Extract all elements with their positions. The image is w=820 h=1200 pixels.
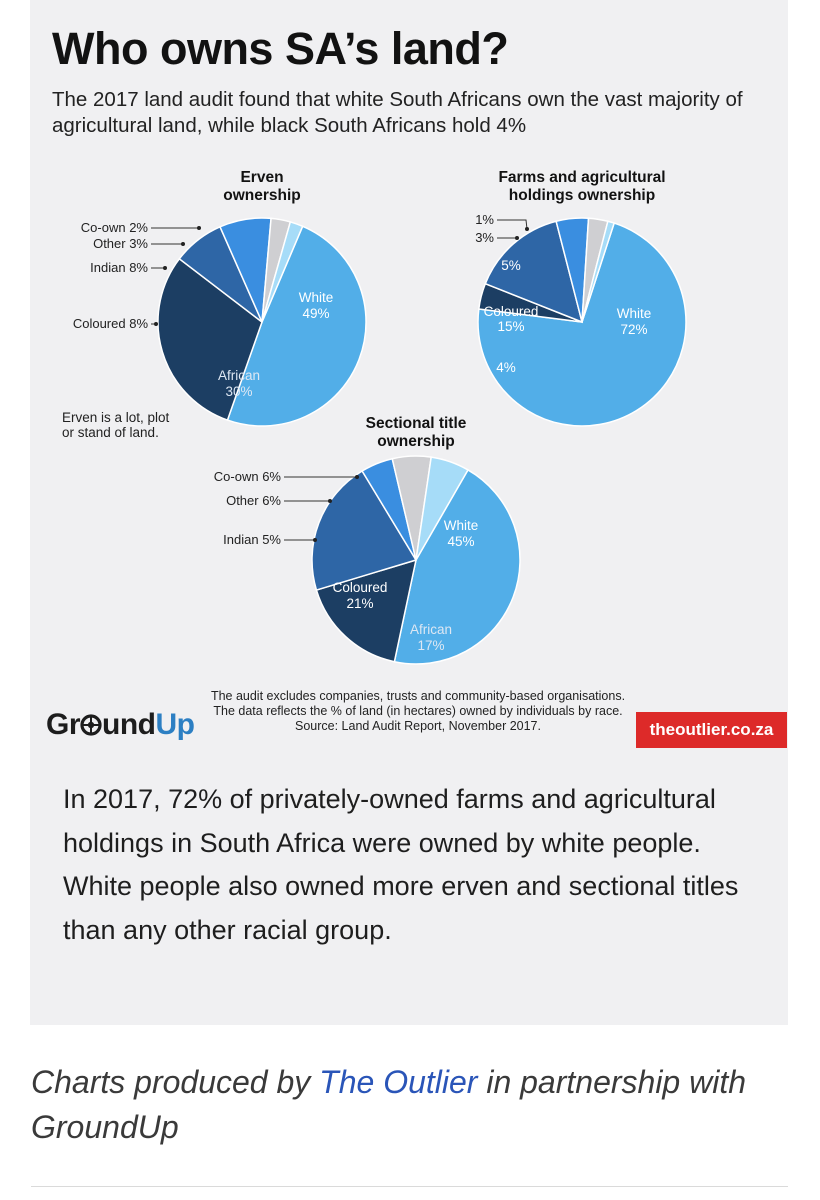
sectional-slice-coown [415, 456, 470, 561]
farms-callout-other: 3% [475, 230, 494, 245]
farms-callout-coown: 1% [475, 212, 494, 227]
erven-note-line-1: Erven is a lot, plot [62, 410, 170, 425]
erven-slice-coown [261, 221, 304, 323]
sectional-label-coloured-value: 21% [346, 596, 373, 611]
farms-label-white-name: White [617, 306, 652, 321]
erven-leader-dot-coown [197, 226, 201, 230]
erven-callout-coown: Co-own 2% [81, 220, 149, 235]
sectional-leader-dot-other [328, 499, 332, 503]
sectional-label-coloured-name: Coloured [333, 580, 388, 595]
groundup-logo[interactable]: Gr undUp [46, 705, 195, 745]
sectional-title-line-1: Sectional title [366, 415, 467, 432]
sectional-slice-white [393, 468, 521, 665]
farms-leader-coown [497, 219, 528, 230]
erven-title-line-1: Erven [240, 169, 283, 186]
erven-callout-other: Other 3% [93, 236, 148, 251]
sectional-callout-other: Other 6% [226, 493, 281, 508]
logo-part-und: und [102, 708, 156, 741]
sectional-leader-dot-coown [355, 475, 359, 479]
sectional-label-white-name: White [444, 518, 479, 533]
farms-slice-white [477, 222, 687, 427]
farms-label-white-value: 72% [620, 322, 647, 337]
erven-slice-white [226, 225, 367, 427]
caption-prefix: Charts produced by [31, 1064, 320, 1100]
outlier-badge[interactable]: theoutlier.co.za [636, 712, 787, 748]
logo-part-gr: Gr [46, 708, 81, 741]
farms-label-african-value: 4% [496, 360, 516, 375]
summary-text: In 2017, 72% of privately-owned farms an… [63, 784, 739, 945]
erven-note: Erven is a lot, plot or stand of land. [62, 410, 222, 440]
sectional-callout-indian: Indian 5% [223, 532, 281, 547]
farms-title-line-2: holdings ownership [509, 187, 655, 204]
erven-slice-african [157, 257, 263, 422]
erven-callout-coloured: Coloured 8% [73, 316, 149, 331]
erven-leader-dot-other [181, 242, 185, 246]
source-note: The audit excludes companies, trusts and… [210, 689, 626, 733]
farms-leader-dot-coown [525, 227, 529, 231]
sectional-leader-dot-indian [313, 538, 317, 542]
the-outlier-link[interactable]: The Outlier [319, 1064, 478, 1100]
farms-leader-dot-other [515, 236, 519, 240]
logo-part-up: Up [155, 708, 196, 741]
caption-suffix: in partnership with GroundUp [31, 1064, 747, 1145]
bottom-divider [31, 1186, 788, 1187]
sectional-label-african-name: African [410, 622, 452, 637]
erven-leader-dot-coloured [154, 322, 158, 326]
pie-charts: ErvenownershipWhite49%African30%Coloured… [73, 169, 687, 665]
erven-label-white-name: White [299, 290, 334, 305]
erven-note-line-2: or stand of land. [62, 425, 159, 440]
farms-label-coloured-name: Coloured [484, 304, 539, 319]
infographic-subtitle: The 2017 land audit found that white Sou… [52, 88, 743, 137]
aperture-icon [80, 714, 102, 736]
chart-credit-caption: Charts produced by The Outlier in partne… [31, 1060, 771, 1150]
farms-label-coloured-value: 15% [497, 319, 524, 334]
erven-label-white-value: 49% [302, 306, 329, 321]
erven-title-line-2: ownership [223, 187, 301, 204]
sectional-slice-coloured [311, 470, 418, 591]
sectional-callout-coown: Co-own 6% [214, 469, 282, 484]
erven-leader-dot-indian [163, 266, 167, 270]
erven-label-african-value: 30% [225, 384, 252, 399]
farms-label-indian-value: 5% [501, 258, 521, 273]
farms-slice-coown [581, 220, 616, 323]
erven-label-african-name: African [218, 368, 260, 383]
sectional-label-white-value: 45% [447, 534, 474, 549]
infographic-title: Who owns SA’s land? [52, 23, 509, 74]
sectional-title-line-2: ownership [377, 433, 455, 450]
sectional-label-african-value: 17% [417, 638, 444, 653]
farms-title-line-1: Farms and agricultural [498, 169, 665, 186]
erven-callout-indian: Indian 8% [90, 260, 148, 275]
farms-slice-coloured [484, 220, 584, 324]
sectional-slice-african [315, 558, 417, 663]
